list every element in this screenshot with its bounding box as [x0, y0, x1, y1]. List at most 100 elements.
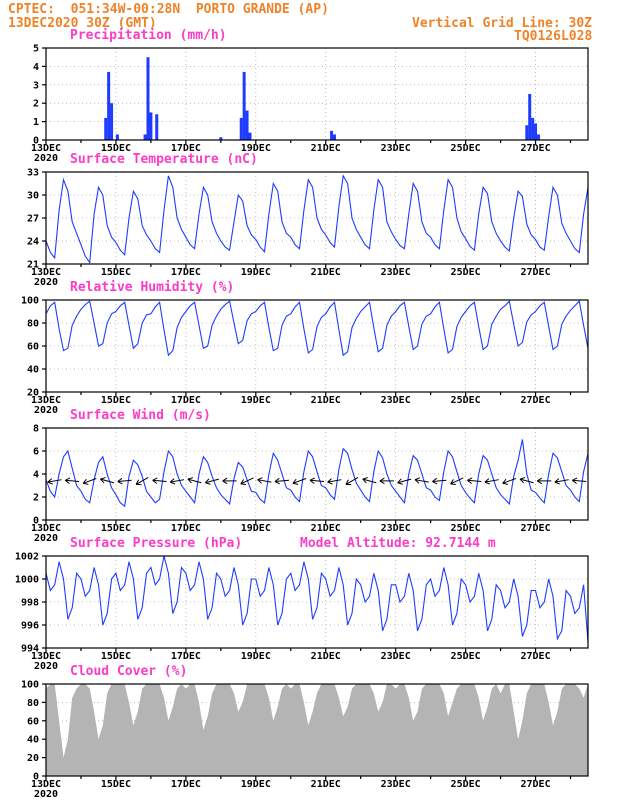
svg-text:80: 80	[27, 319, 39, 330]
svg-text:13DEC: 13DEC	[31, 779, 61, 790]
svg-text:15DEC: 15DEC	[101, 779, 131, 790]
svg-text:60: 60	[27, 716, 39, 727]
svg-text:17DEC: 17DEC	[171, 779, 201, 790]
svg-text:40: 40	[27, 365, 39, 376]
svg-text:17DEC: 17DEC	[171, 395, 201, 406]
svg-text:15DEC: 15DEC	[101, 143, 131, 154]
svg-text:4: 4	[33, 470, 39, 481]
svg-text:1000: 1000	[15, 575, 39, 586]
svg-text:15DEC: 15DEC	[101, 523, 131, 534]
svg-text:60: 60	[27, 342, 39, 353]
svg-text:19DEC: 19DEC	[241, 779, 271, 790]
svg-text:23DEC: 23DEC	[381, 395, 411, 406]
surface-temperature-chart: 13DEC 15DEC 17DEC 19DEC 21DEC 23DEC 25DEC 27DEC…	[27, 168, 589, 288]
svg-text:19DEC: 19DEC	[241, 651, 271, 662]
svg-text:994: 994	[21, 644, 39, 655]
chart-title-precipitation: Precipitation (mm/h)	[70, 28, 227, 43]
svg-text:21DEC: 21DEC	[311, 779, 341, 790]
svg-text:13DEC: 13DEC	[31, 395, 61, 406]
svg-text:100: 100	[21, 296, 39, 307]
svg-text:25DEC: 25DEC	[451, 267, 481, 278]
svg-text:15DEC: 15DEC	[101, 267, 131, 278]
header-datetime: 13DEC2020 30Z (GMT)	[8, 16, 157, 31]
svg-text:19DEC: 19DEC	[241, 267, 271, 278]
svg-text:25DEC: 25DEC	[451, 779, 481, 790]
svg-text:0: 0	[33, 772, 39, 783]
svg-text:6: 6	[33, 447, 39, 458]
svg-text:19DEC: 19DEC	[241, 523, 271, 534]
svg-text:2020: 2020	[34, 153, 58, 164]
svg-text:15DEC: 15DEC	[101, 651, 131, 662]
svg-text:21DEC: 21DEC	[311, 651, 341, 662]
svg-text:13DEC: 13DEC	[31, 523, 61, 534]
svg-text:13DEC: 13DEC	[31, 267, 61, 278]
chart-title-cloud-cover: Cloud Cover (%)	[70, 664, 188, 679]
svg-text:17DEC: 17DEC	[171, 267, 201, 278]
svg-text:21DEC: 21DEC	[311, 267, 341, 278]
svg-text:23DEC: 23DEC	[381, 143, 411, 154]
surface-pressure-chart: 13DEC 15DEC 17DEC 19DEC 21DEC 23DEC 25DEC 27DEC…	[15, 552, 589, 672]
svg-text:25DEC: 25DEC	[451, 395, 481, 406]
svg-text:25DEC: 25DEC	[451, 143, 481, 154]
svg-text:27DEC: 27DEC	[520, 395, 550, 406]
svg-text:21: 21	[27, 260, 39, 271]
svg-text:4: 4	[33, 62, 39, 73]
relative-humidity-chart: 13DEC 15DEC 17DEC 19DEC 21DEC 23DEC 25DEC 27DEC…	[21, 296, 589, 416]
surface-wind-chart: 13DEC 15DEC 17DEC 19DEC 21DEC 23DEC 25DEC 27DEC…	[31, 424, 589, 544]
svg-text:2020: 2020	[34, 661, 58, 672]
svg-text:27DEC: 27DEC	[520, 523, 550, 534]
svg-text:27DEC: 27DEC	[520, 779, 550, 790]
header-station-line: CPTEC: 051:34W-00:28N PORTO GRANDE (AP)	[8, 2, 329, 17]
svg-text:1: 1	[33, 117, 39, 128]
svg-text:8: 8	[33, 424, 39, 435]
svg-text:80: 80	[27, 698, 39, 709]
svg-text:19DEC: 19DEC	[241, 395, 271, 406]
svg-text:13DEC: 13DEC	[31, 143, 61, 154]
svg-text:100: 100	[21, 680, 39, 691]
svg-text:2020: 2020	[34, 277, 58, 288]
svg-text:0: 0	[33, 136, 39, 147]
svg-text:27: 27	[27, 214, 39, 225]
model-altitude-label: Model Altitude: 92.7144 m	[300, 536, 496, 551]
chart-title-wind: Surface Wind (m/s)	[70, 408, 211, 423]
svg-text:25DEC: 25DEC	[451, 523, 481, 534]
chart-title-temperature: Surface Temperature (nC)	[70, 152, 258, 167]
cloud-cover-chart: 13DEC 15DEC 17DEC 19DEC 21DEC 23DEC 25DEC 27DEC…	[21, 680, 589, 800]
svg-text:21DEC: 21DEC	[311, 395, 341, 406]
svg-text:15DEC: 15DEC	[101, 395, 131, 406]
svg-text:5: 5	[33, 44, 39, 55]
svg-text:30: 30	[27, 191, 39, 202]
svg-text:17DEC: 17DEC	[171, 651, 201, 662]
svg-text:20: 20	[27, 388, 39, 399]
svg-text:3: 3	[33, 80, 39, 91]
header-vertical-grid-label: Vertical Grid Line: 30Z	[412, 16, 593, 31]
svg-text:33: 33	[27, 168, 39, 179]
svg-text:2: 2	[33, 99, 39, 110]
svg-text:27DEC: 27DEC	[520, 651, 550, 662]
svg-text:40: 40	[27, 735, 39, 746]
svg-text:13DEC: 13DEC	[31, 651, 61, 662]
svg-text:17DEC: 17DEC	[171, 143, 201, 154]
svg-text:17DEC: 17DEC	[171, 523, 201, 534]
svg-text:23DEC: 23DEC	[381, 267, 411, 278]
svg-text:23DEC: 23DEC	[381, 779, 411, 790]
svg-text:2020: 2020	[34, 405, 58, 416]
svg-text:20: 20	[27, 753, 39, 764]
header-run-id: TQ0126L028	[514, 29, 593, 44]
svg-text:24: 24	[27, 237, 39, 248]
svg-text:21DEC: 21DEC	[311, 143, 341, 154]
svg-text:25DEC: 25DEC	[451, 651, 481, 662]
chart-title-humidity: Relative Humidity (%)	[70, 280, 235, 295]
svg-text:19DEC: 19DEC	[241, 143, 271, 154]
svg-text:27DEC: 27DEC	[520, 143, 550, 154]
svg-text:21DEC: 21DEC	[311, 523, 341, 534]
svg-text:2020: 2020	[34, 789, 58, 800]
svg-text:2020: 2020	[34, 533, 58, 544]
svg-text:2: 2	[33, 493, 39, 504]
precipitation-chart: 13DEC 15DEC 17DEC 19DEC 21DEC 23DEC 25DEC 27DEC…	[31, 44, 589, 164]
svg-text:27DEC: 27DEC	[520, 267, 550, 278]
svg-text:23DEC: 23DEC	[381, 651, 411, 662]
svg-text:1002: 1002	[15, 552, 39, 563]
svg-text:23DEC: 23DEC	[381, 523, 411, 534]
